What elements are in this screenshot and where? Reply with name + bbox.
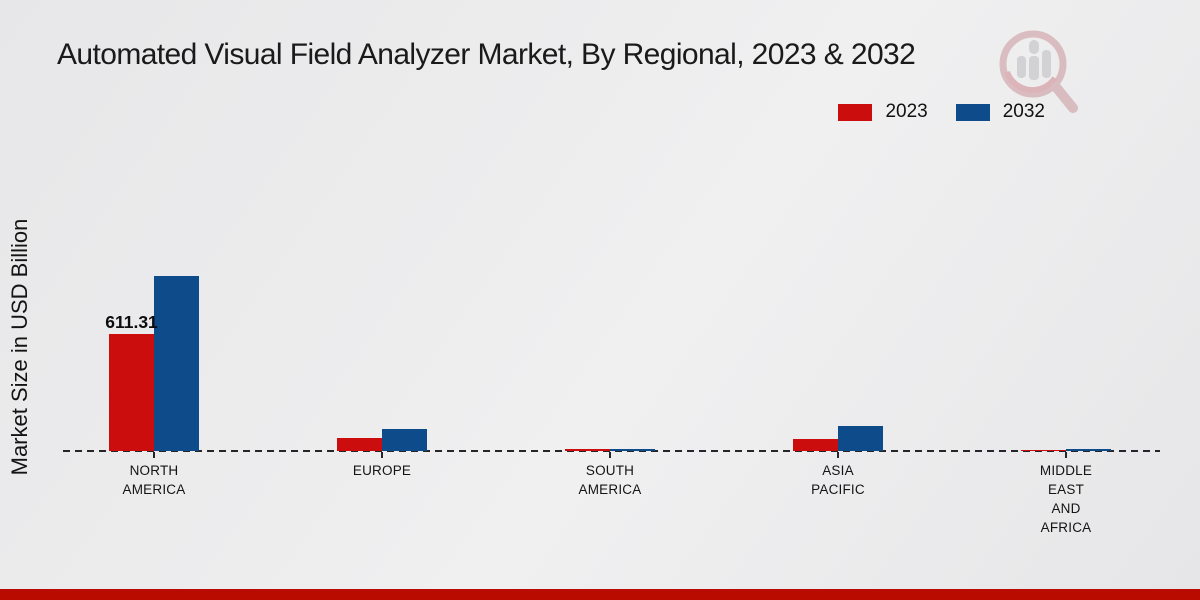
x-axis-tick	[381, 452, 383, 458]
bar-2023	[1021, 450, 1066, 451]
bar-2032	[838, 426, 883, 451]
x-axis-tick	[1065, 452, 1067, 458]
x-axis-tick	[153, 452, 155, 458]
legend-swatch-2023	[838, 103, 873, 121]
magnifier-analytics-logo-watermark-icon	[993, 20, 1089, 125]
bar-2032	[382, 429, 427, 451]
bar-2023	[793, 439, 838, 451]
chart-title: Automated Visual Field Analyzer Market, …	[57, 38, 916, 71]
legend-label: 2023	[885, 101, 928, 122]
bar-2023	[565, 449, 610, 451]
x-axis-baseline	[63, 450, 1160, 452]
legend: 2023 2032	[838, 101, 1045, 123]
category-label: MIDDLE EAST AND AFRICA	[1039, 463, 1093, 535]
legend-label: 2032	[1002, 101, 1045, 122]
bar-value-label: 611.31	[105, 312, 158, 332]
bar-2032	[610, 449, 655, 451]
legend-swatch-2032	[955, 103, 990, 121]
bar-2032	[154, 276, 199, 451]
bar-2023	[109, 334, 154, 451]
x-axis-tick	[609, 452, 611, 458]
bar-2023	[337, 438, 382, 451]
category-label: EUROPE	[352, 463, 412, 478]
x-axis-tick	[837, 452, 839, 458]
legend-item-2032: 2032	[955, 101, 1045, 123]
category-label: NORTH AMERICA	[122, 463, 186, 497]
footer-accent-bar	[0, 589, 1200, 600]
category-label: SOUTH AMERICA	[578, 463, 642, 497]
category-label: ASIA PACIFIC	[811, 463, 865, 497]
legend-item-2023: 2023	[838, 101, 928, 123]
bar-2032	[1066, 449, 1111, 451]
